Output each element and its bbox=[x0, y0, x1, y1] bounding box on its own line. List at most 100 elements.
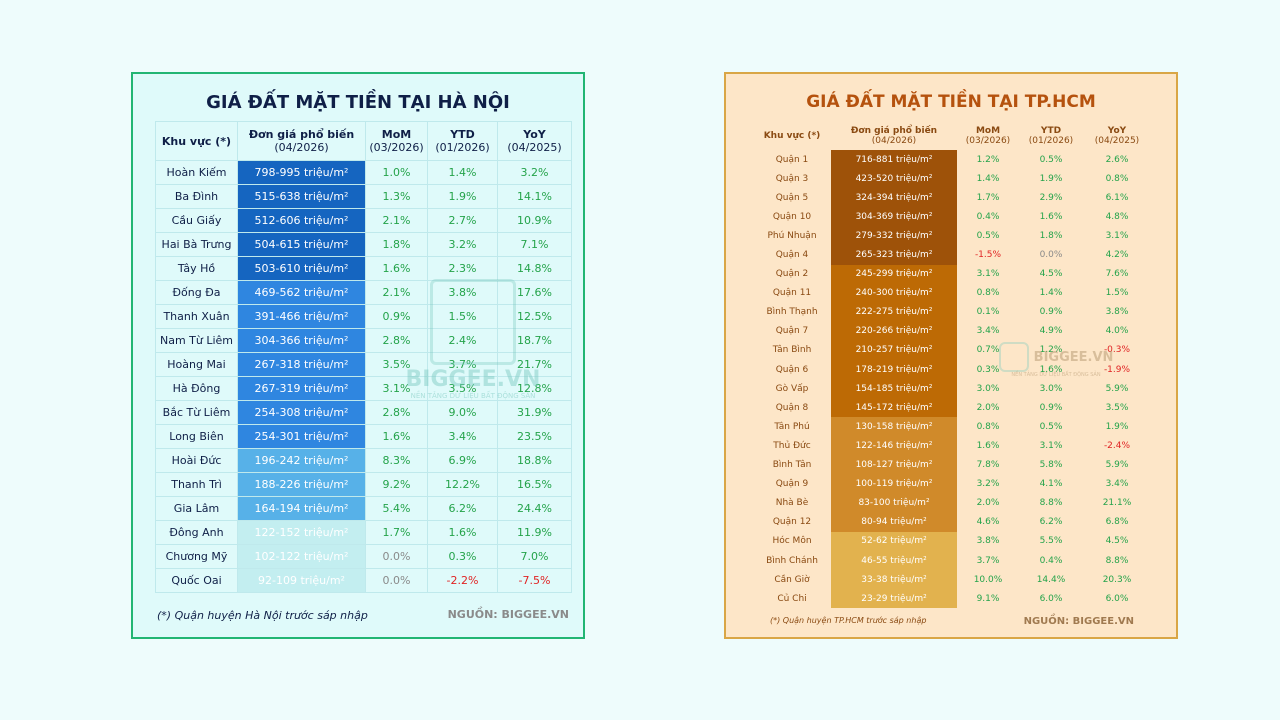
area-cell: Quốc Oai bbox=[155, 568, 238, 593]
ytd-cell: 1.4% bbox=[427, 160, 498, 185]
ytd-cell: 3.4% bbox=[427, 424, 498, 449]
table-row: Hoàn Kiếm 798-995 triệu/m² 1.0% 1.4% 3.2% bbox=[155, 160, 572, 185]
area-cell: Phú Nhuận bbox=[767, 230, 817, 241]
price-cell: 267-319 triệu/m² bbox=[237, 376, 366, 401]
table-row: Quận 10 304-369 triệu/m² 0.4% 1.6% 4.8% bbox=[753, 207, 1151, 227]
price-cell: 504-615 triệu/m² bbox=[237, 232, 366, 257]
mom-cell: 0.7% bbox=[976, 345, 1000, 356]
area-cell: Bình Thạnh bbox=[766, 307, 818, 318]
ytd-cell: 0.9% bbox=[1039, 307, 1063, 318]
yoy-cell: 7.0% bbox=[497, 544, 572, 569]
mom-cell: 8.3% bbox=[365, 448, 428, 473]
yoy-cell: 4.5% bbox=[1105, 536, 1129, 547]
hanoi-footnote: (*) Quận huyện Hà Nội trước sáp nhập bbox=[157, 609, 368, 622]
ytd-cell: 1.6% bbox=[427, 520, 498, 545]
table-row: Quận 12 80-94 triệu/m² 4.6% 6.2% 6.8% bbox=[753, 512, 1151, 532]
area-cell: Quận 7 bbox=[775, 326, 809, 337]
area-cell: Củ Chi bbox=[777, 593, 807, 604]
table-row: Củ Chi 23-29 triệu/m² 9.1% 6.0% 6.0% bbox=[753, 589, 1151, 609]
mom-cell: 1.0% bbox=[365, 160, 428, 185]
table-row: Hoài Đức 196-242 triệu/m² 8.3% 6.9% 18.8% bbox=[155, 448, 572, 473]
price-cell: 515-638 triệu/m² bbox=[237, 184, 366, 209]
yoy-cell: 3.5% bbox=[1105, 402, 1129, 413]
area-cell: Long Biên bbox=[155, 424, 238, 449]
ytd-cell: 3.7% bbox=[427, 352, 498, 377]
price-cell: 279-332 triệu/m² bbox=[831, 226, 957, 246]
ytd-cell: 9.0% bbox=[427, 400, 498, 425]
area-cell: Quận 6 bbox=[775, 364, 809, 375]
price-cell: 52-62 triệu/m² bbox=[831, 531, 957, 551]
area-cell: Cần Giờ bbox=[774, 574, 810, 585]
table-row: Cần Giờ 33-38 triệu/m² 10.0% 14.4% 20.3% bbox=[753, 570, 1151, 590]
ytd-cell: 0.4% bbox=[1039, 555, 1063, 566]
table-row: Quốc Oai 92-109 triệu/m² 0.0% -2.2% -7.5% bbox=[155, 568, 572, 593]
mom-cell: 1.6% bbox=[365, 256, 428, 281]
yoy-cell: 21.1% bbox=[1102, 498, 1132, 509]
table-row: Quận 5 324-394 triệu/m² 1.7% 2.9% 6.1% bbox=[753, 188, 1151, 208]
price-cell: 108-127 triệu/m² bbox=[831, 455, 957, 475]
price-cell: 220-266 triệu/m² bbox=[831, 321, 957, 341]
table-row: Hai Bà Trưng 504-615 triệu/m² 1.8% 3.2% 7.1% bbox=[155, 232, 572, 257]
price-cell: 512-606 triệu/m² bbox=[237, 208, 366, 233]
table-row: Quận 7 220-266 triệu/m² 3.4% 4.9% 4.0% bbox=[753, 321, 1151, 341]
yoy-cell: -2.4% bbox=[1103, 440, 1131, 451]
price-cell: 391-466 triệu/m² bbox=[237, 304, 366, 329]
mom-cell: 7.8% bbox=[976, 460, 1000, 471]
ytd-cell: 1.6% bbox=[1039, 364, 1063, 375]
ytd-cell: 0.5% bbox=[1039, 421, 1063, 432]
yoy-cell: 5.9% bbox=[1105, 383, 1129, 394]
table-row: Hà Đông 267-319 triệu/m² 3.1% 3.5% 12.8% bbox=[155, 376, 572, 401]
mom-cell: 3.5% bbox=[365, 352, 428, 377]
ytd-cell: 2.4% bbox=[427, 328, 498, 353]
price-cell: 122-152 triệu/m² bbox=[237, 520, 366, 545]
table-header-row: Khu vực (*) Đơn giá phổ biến (04/2026) Mo… bbox=[155, 121, 572, 161]
table-row: Bình Tân 108-127 triệu/m² 7.8% 5.8% 5.9% bbox=[753, 455, 1151, 475]
yoy-cell: -7.5% bbox=[497, 568, 572, 593]
yoy-cell: 6.0% bbox=[1105, 593, 1129, 604]
ytd-cell: 4.1% bbox=[1039, 479, 1063, 490]
mom-cell: 1.4% bbox=[976, 173, 1000, 184]
price-cell: 145-172 triệu/m² bbox=[831, 398, 957, 418]
yoy-cell: 23.5% bbox=[497, 424, 572, 449]
table-row: Quận 6 178-219 triệu/m² 0.3% 1.6% -1.9% bbox=[753, 360, 1151, 380]
price-cell: 178-219 triệu/m² bbox=[831, 360, 957, 380]
header-ytd: YTD (01/2026) bbox=[1028, 126, 1074, 146]
table-row: Tân Phú 130-158 triệu/m² 0.8% 0.5% 1.9% bbox=[753, 417, 1151, 437]
ytd-cell: 8.8% bbox=[1039, 498, 1063, 509]
price-cell: 423-520 triệu/m² bbox=[831, 169, 957, 189]
ytd-cell: 1.2% bbox=[1039, 345, 1063, 356]
ytd-cell: 6.2% bbox=[427, 496, 498, 521]
yoy-cell: 10.9% bbox=[497, 208, 572, 233]
header-yoy: YoY (04/2025) bbox=[497, 121, 572, 161]
price-cell: 33-38 triệu/m² bbox=[831, 570, 957, 590]
ytd-cell: 4.9% bbox=[1039, 326, 1063, 337]
table-row: Phú Nhuận 279-332 triệu/m² 0.5% 1.8% 3.1% bbox=[753, 226, 1151, 246]
ytd-cell: 6.0% bbox=[1039, 593, 1063, 604]
yoy-cell: 0.8% bbox=[1105, 173, 1129, 184]
mom-cell: 3.4% bbox=[976, 326, 1000, 337]
ytd-cell: 12.2% bbox=[427, 472, 498, 497]
yoy-cell: 3.8% bbox=[1105, 307, 1129, 318]
ytd-cell: 3.2% bbox=[427, 232, 498, 257]
mom-cell: 9.2% bbox=[365, 472, 428, 497]
hcm-panel: GIÁ ĐẤT MẶT TIỀN TẠI TP.HCM Khu vực (*) … bbox=[724, 72, 1178, 639]
yoy-cell: 18.8% bbox=[497, 448, 572, 473]
price-cell: 130-158 triệu/m² bbox=[831, 417, 957, 437]
table-row: Tân Bình 210-257 triệu/m² 0.7% 1.2% -0.3% bbox=[753, 340, 1151, 361]
table-row: Bình Chánh 46-55 triệu/m² 3.7% 0.4% 8.8% bbox=[753, 550, 1151, 571]
ytd-cell: 0.0% bbox=[1039, 250, 1063, 261]
header-area: Khu vực (*) bbox=[763, 131, 821, 141]
ytd-cell: 1.4% bbox=[1039, 288, 1063, 299]
yoy-cell: 20.3% bbox=[1102, 574, 1132, 585]
price-cell: 265-323 triệu/m² bbox=[831, 245, 957, 265]
ytd-cell: 14.4% bbox=[1036, 574, 1066, 585]
price-cell: 240-300 triệu/m² bbox=[831, 283, 957, 303]
area-cell: Chương Mỹ bbox=[155, 544, 238, 569]
yoy-cell: 21.7% bbox=[497, 352, 572, 377]
yoy-cell: 24.4% bbox=[497, 496, 572, 521]
ytd-cell: 1.8% bbox=[1039, 230, 1063, 241]
mom-cell: 0.3% bbox=[976, 364, 1000, 375]
mom-cell: -1.5% bbox=[974, 250, 1002, 261]
table-row: Hóc Môn 52-62 triệu/m² 3.8% 5.5% 4.5% bbox=[753, 531, 1151, 551]
price-cell: 469-562 triệu/m² bbox=[237, 280, 366, 305]
